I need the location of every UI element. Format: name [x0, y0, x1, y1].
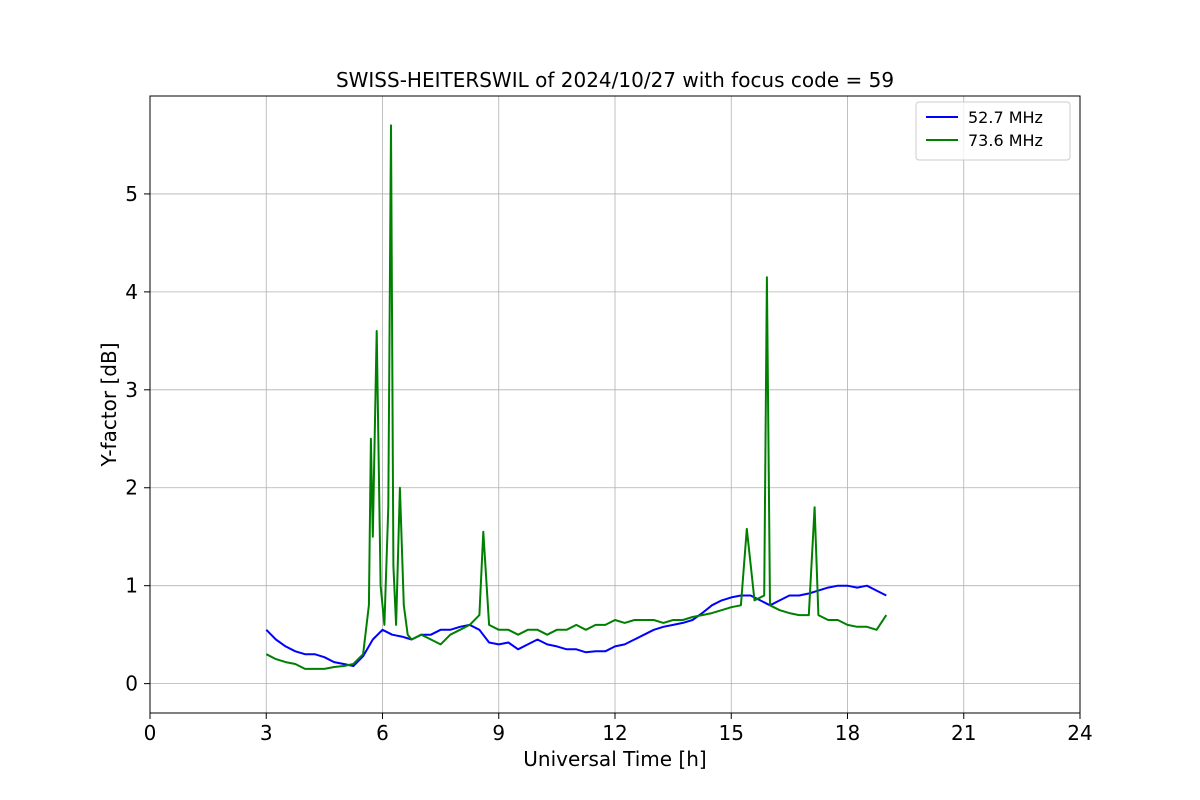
- x-tick-label: 0: [144, 721, 157, 745]
- x-tick-label: 12: [602, 721, 627, 745]
- x-tick-label: 18: [835, 721, 860, 745]
- x-tick-label: 9: [492, 721, 505, 745]
- x-axis-label: Universal Time [h]: [523, 747, 706, 771]
- y-tick-label: 3: [125, 378, 138, 402]
- x-tick-label: 6: [376, 721, 389, 745]
- y-tick-label: 1: [125, 574, 138, 598]
- x-tick-label: 21: [951, 721, 976, 745]
- chart-title: SWISS-HEITERSWIL of 2024/10/27 with focu…: [336, 68, 894, 92]
- y-tick-label: 0: [125, 672, 138, 696]
- y-tick-label: 5: [125, 182, 138, 206]
- legend-label-1: 52.7 MHz: [968, 108, 1043, 127]
- x-tick-label: 3: [260, 721, 273, 745]
- x-tick-label: 15: [719, 721, 744, 745]
- series-line-1: [265, 584, 887, 667]
- legend: 52.7 MHz 73.6 MHz: [915, 101, 1071, 161]
- y-tick-label: 2: [125, 476, 138, 500]
- y-axis-label: Y-factor [dB]: [97, 342, 121, 467]
- y-tick-label: 4: [125, 280, 138, 304]
- legend-label-2: 73.6 MHz: [968, 131, 1043, 150]
- plot-area: [265, 124, 888, 670]
- series-line-2: [265, 124, 888, 670]
- x-tick-label: 24: [1067, 721, 1092, 745]
